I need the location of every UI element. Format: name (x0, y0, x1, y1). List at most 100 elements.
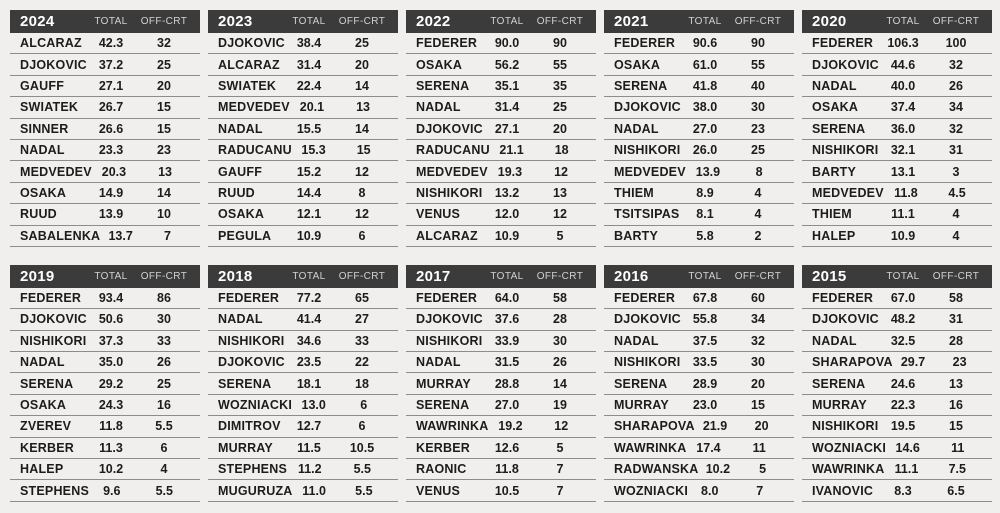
offcrt-value: 30 (157, 312, 171, 327)
offcrt-value: 7.5 (948, 462, 966, 477)
table-row: FEDERER 93.4 86 (10, 288, 200, 310)
table-row: SERENA 29.2 25 (10, 373, 200, 395)
total-value: 18.1 (296, 376, 322, 391)
total-value: 8.0 (701, 483, 719, 498)
table-row: NISHIKORI 37.3 33 (10, 331, 200, 353)
total-value: 15.5 (296, 121, 322, 136)
year-table: 2022 TOTAL OFF-CRT FEDERER 90.0 90 OSAKA 56.… (406, 10, 596, 247)
table-row: NADAL 23.3 23 (10, 140, 200, 162)
table-row: THIEM 8.9 4 (604, 183, 794, 205)
table-header: 2021 TOTAL OFF-CRT (604, 10, 794, 33)
total-value: 44.6 (890, 57, 916, 72)
total-value: 15.3 (301, 143, 326, 158)
player-name: RADUCANU (416, 143, 490, 158)
total-value: 23.3 (98, 143, 124, 158)
offcrt-column-header: OFF-CRT (338, 16, 386, 27)
table-row: NISHIKORI 13.2 13 (406, 183, 596, 205)
table-header: 2019 TOTAL OFF-CRT (10, 264, 200, 288)
player-name: MURRAY (416, 376, 471, 391)
table-row: OSAKA 37.4 34 (802, 97, 992, 119)
offcrt-value: 26 (157, 355, 171, 370)
table-row: WOZNIACKI 8.0 7 (604, 480, 794, 502)
player-name: FEDERER (416, 291, 478, 306)
total-value: 31.4 (494, 100, 520, 115)
table-row: SHARAPOVA 29.7 23 (802, 352, 992, 374)
offcrt-value: 5 (759, 462, 767, 477)
offcrt-value: 12 (554, 164, 569, 179)
total-value: 41.8 (692, 78, 718, 93)
player-name: SHARAPOVA (614, 419, 695, 434)
total-value: 13.0 (301, 398, 326, 413)
total-value: 13.1 (890, 164, 916, 179)
player-name: NADAL (20, 355, 65, 370)
total-column-header: TOTAL (886, 16, 920, 27)
player-name: NISHIKORI (614, 143, 681, 158)
table-row: SERENA 36.0 32 (802, 119, 992, 140)
offcrt-value: 6 (360, 398, 368, 413)
table-row: KERBER 11.3 6 (10, 438, 200, 460)
total-column-header: TOTAL (490, 16, 524, 27)
player-name: OSAKA (812, 100, 859, 115)
player-name: WAWRINKA (416, 419, 489, 434)
table-row: SERENA 24.6 13 (802, 373, 992, 395)
offcrt-value: 4 (952, 207, 960, 222)
offcrt-value: 12 (554, 419, 569, 434)
offcrt-value: 55 (751, 57, 765, 72)
table-header: 2024 TOTAL OFF-CRT (10, 10, 200, 33)
offcrt-value: 40 (751, 78, 765, 93)
player-name: HALEP (812, 228, 856, 243)
total-value: 10.5 (494, 483, 520, 498)
player-name: ALCARAZ (416, 228, 478, 243)
total-value: 61.0 (692, 57, 718, 72)
total-value: 24.6 (890, 376, 916, 391)
offcrt-value: 5.5 (155, 483, 173, 498)
offcrt-value: 10 (157, 207, 171, 222)
offcrt-value: 4 (160, 462, 168, 477)
total-value: 22.4 (296, 78, 322, 93)
offcrt-value: 22 (355, 355, 369, 370)
year-label: 2021 (614, 13, 649, 30)
player-name: SERENA (614, 376, 668, 391)
total-value: 90.0 (494, 36, 520, 51)
total-value: 11.8 (495, 462, 519, 477)
year-table: 2019 TOTAL OFF-CRT FEDERER 93.4 86 DJOKOVIC… (10, 264, 200, 502)
offcrt-value: 60 (751, 291, 765, 306)
table-row: DJOKOVIC 27.1 20 (406, 119, 596, 140)
offcrt-value: 23 (952, 355, 967, 370)
table-row: NISHIKORI 26.0 25 (604, 140, 794, 162)
player-name: ZVEREV (20, 419, 72, 434)
table-row: PEGULA 10.9 6 (208, 226, 398, 247)
total-value: 26.0 (692, 143, 718, 158)
total-value: 40.0 (890, 78, 916, 93)
offcrt-value: 25 (751, 143, 765, 158)
table-row: OSAKA 61.0 55 (604, 54, 794, 76)
player-name: IVANOVIC (812, 483, 874, 498)
player-name: RUUD (218, 185, 255, 200)
table-row: SABALENKA 13.7 7 (10, 226, 200, 247)
year-table: 2018 TOTAL OFF-CRT FEDERER 77.2 65 NADAL 41.… (208, 264, 398, 502)
table-row: FEDERER 67.0 58 (802, 288, 992, 310)
offcrt-value: 5.5 (155, 419, 173, 434)
total-value: 21.1 (499, 143, 524, 158)
offcrt-value: 4 (952, 228, 960, 243)
player-name: OSAKA (20, 398, 67, 413)
total-column-header: TOTAL (292, 270, 326, 282)
total-value: 37.5 (692, 333, 718, 348)
table-row: NADAL 32.5 28 (802, 331, 992, 353)
total-value: 19.3 (497, 164, 523, 179)
offcrt-value: 12 (355, 207, 369, 222)
table-row: MEDVEDEV 20.3 13 (10, 161, 200, 183)
total-value: 90.6 (692, 36, 718, 51)
table-row: OSAKA 12.1 12 (208, 204, 398, 226)
player-name: NISHIKORI (812, 143, 879, 158)
table-row: MEDVEDEV 13.9 8 (604, 161, 794, 183)
table-row: NADAL 35.0 26 (10, 352, 200, 374)
table-row: FEDERER 67.8 60 (604, 288, 794, 310)
table-row: MEDVEDEV 20.1 13 (208, 97, 398, 119)
table-row: GAUFF 27.1 20 (10, 76, 200, 98)
offcrt-value: 25 (355, 36, 369, 51)
offcrt-value: 6 (358, 419, 366, 434)
table-row: MURRAY 23.0 15 (604, 395, 794, 417)
player-name: OSAKA (20, 185, 67, 200)
offcrt-value: 13 (158, 164, 173, 179)
